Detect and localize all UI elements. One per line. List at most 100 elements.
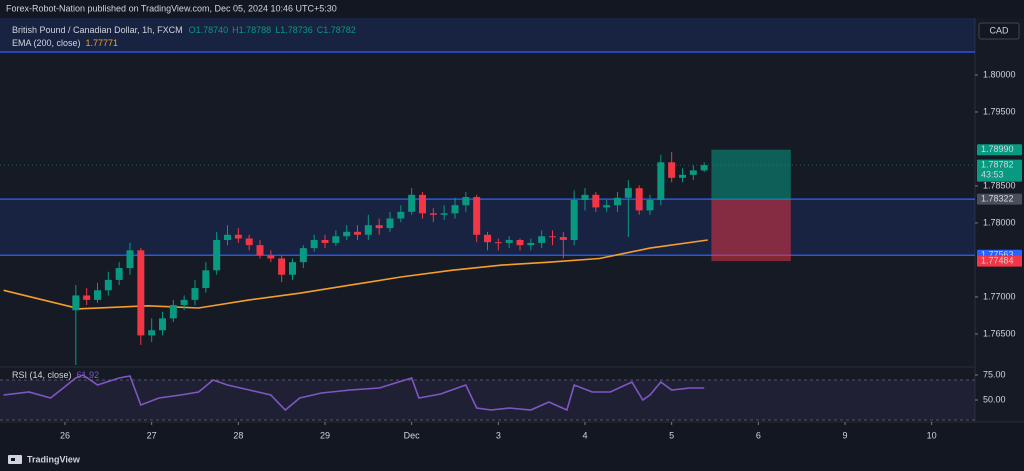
candle-body: [245, 238, 253, 246]
candle-body: [549, 236, 556, 238]
candle-body: [126, 250, 134, 269]
candle-body: [462, 197, 470, 206]
candle-body: [646, 200, 654, 211]
price-label: 1.78322: [981, 193, 1014, 203]
x-tick-label: 10: [927, 430, 937, 440]
candle-body: [559, 237, 567, 240]
candle-body: [137, 250, 145, 336]
candle-body: [234, 234, 242, 239]
candle-body: [213, 239, 221, 271]
x-tick-label: Dec: [404, 430, 421, 440]
ohlc: L1.78736: [275, 25, 313, 35]
rsi-legend: RSI (14, close) 61.92: [12, 370, 99, 380]
ohlc: H1.78788: [232, 25, 271, 35]
y-tick-label: 1.78500: [983, 180, 1016, 190]
candle-body: [397, 211, 405, 219]
candle-body: [408, 194, 416, 212]
candle-body: [104, 279, 112, 291]
candle-body: [505, 239, 513, 243]
ema-line: [3, 239, 708, 310]
candle-body: [224, 234, 231, 240]
rsi-tick-label: 75.00: [983, 369, 1006, 379]
candle-body: [375, 225, 383, 229]
x-tick-label: 26: [60, 430, 70, 440]
price-label: 1.78782: [981, 159, 1014, 169]
candle-body: [700, 165, 708, 171]
price-axis: [975, 18, 1024, 422]
candle-body: [527, 242, 535, 246]
countdown: 43:53: [981, 169, 1004, 179]
candle-body: [635, 188, 643, 211]
candle-body: [278, 258, 286, 275]
candle-body: [494, 242, 502, 244]
candle-body: [516, 239, 524, 246]
rsi-last: 61.92: [77, 370, 100, 380]
rsi-band: [0, 380, 975, 420]
currency: CAD: [989, 25, 1009, 35]
candle-body: [624, 188, 632, 198]
candle-body: [451, 205, 459, 214]
candle-body: [289, 262, 296, 275]
zone: [0, 18, 975, 53]
candle-body: [72, 295, 80, 311]
candle-body: [169, 305, 177, 319]
candle-body: [419, 194, 426, 214]
candle-body: [484, 234, 491, 243]
plot-area: [0, 18, 975, 422]
candle-body: [180, 299, 188, 306]
x-tick-label: 4: [582, 430, 587, 440]
candle-body: [386, 218, 394, 229]
marks: 1.80000 1.79500 1.78500 1.78000 1.77000 1.765…: [0, 18, 1022, 440]
x-tick-label: 28: [233, 430, 243, 440]
candle-body: [354, 231, 361, 235]
price-label-box: [977, 193, 1022, 205]
publisher: Forex-Robot-Nation published on TradingV…: [6, 3, 337, 13]
ema-legend: EMA (200, close) 1.77771: [12, 38, 118, 48]
price-label-box: [977, 144, 1022, 156]
candle-body: [440, 213, 448, 215]
price-label-box: [977, 159, 1022, 182]
candle-body: [343, 231, 351, 237]
price-label-box: [977, 255, 1022, 267]
candle-body: [332, 236, 340, 243]
rsi-line: [3, 374, 705, 412]
x-tick-label: 27: [147, 430, 157, 440]
candle-body: [202, 270, 210, 289]
ema-name: EMA (200, close): [12, 38, 81, 48]
candle-body: [191, 288, 199, 300]
symbol: British Pound / Canadian Dollar, 1h, FXC…: [12, 25, 183, 35]
y-tick-label: 1.77000: [983, 291, 1016, 301]
candle-body: [321, 239, 329, 243]
rsi-tick-label: 50.00: [983, 394, 1006, 404]
stop-box: [711, 199, 791, 262]
candle-body: [310, 239, 318, 249]
candle-body: [299, 248, 307, 263]
brand-logo: [8, 455, 22, 464]
ohlc: O1.78740: [189, 25, 229, 35]
candle-body: [538, 236, 546, 243]
candle-body: [364, 225, 372, 235]
brand: TradingView: [27, 454, 81, 464]
candle-body: [570, 200, 578, 240]
target-box: [711, 149, 791, 200]
currency-box: [978, 22, 1020, 40]
candle-body: [603, 205, 611, 208]
ema-last: 1.77771: [86, 38, 119, 48]
candle-body: [429, 213, 437, 215]
candle-body: [83, 295, 91, 300]
x-tick-label: 6: [756, 430, 761, 440]
candle-body: [159, 318, 166, 331]
candle-body: [94, 290, 101, 300]
x-tick-label: 3: [496, 430, 501, 440]
candle-body: [668, 162, 676, 178]
candle-body: [148, 330, 156, 336]
candle-body: [679, 174, 686, 178]
candle-body: [614, 197, 621, 206]
rsi-name: RSI (14, close): [12, 370, 72, 380]
candle-body: [267, 255, 275, 259]
price-label: 1.78990: [981, 144, 1014, 154]
x-tick-label: 5: [669, 430, 674, 440]
ohlc: C1.78782: [317, 25, 356, 35]
x-tick-label: 29: [320, 430, 330, 440]
